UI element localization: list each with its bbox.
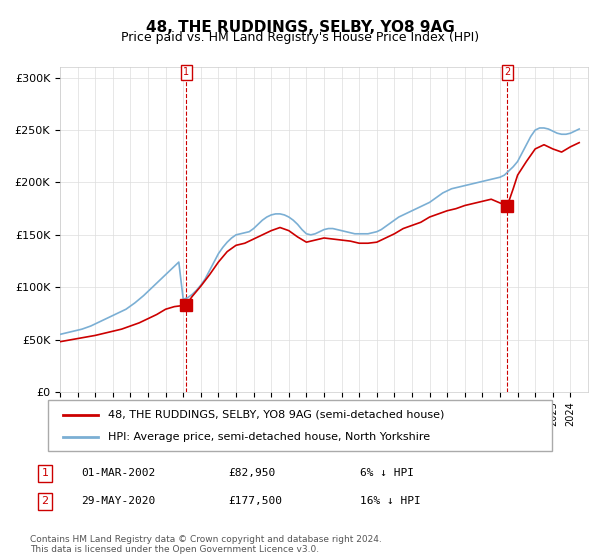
Text: £177,500: £177,500 — [228, 496, 282, 506]
Text: 48, THE RUDDINGS, SELBY, YO8 9AG (semi-detached house): 48, THE RUDDINGS, SELBY, YO8 9AG (semi-d… — [109, 409, 445, 419]
FancyBboxPatch shape — [48, 400, 552, 451]
Text: 48, THE RUDDINGS, SELBY, YO8 9AG: 48, THE RUDDINGS, SELBY, YO8 9AG — [146, 20, 454, 35]
Text: £82,950: £82,950 — [228, 468, 275, 478]
Text: 16% ↓ HPI: 16% ↓ HPI — [360, 496, 421, 506]
Text: 6% ↓ HPI: 6% ↓ HPI — [360, 468, 414, 478]
Text: HPI: Average price, semi-detached house, North Yorkshire: HPI: Average price, semi-detached house,… — [109, 432, 431, 442]
Text: Contains HM Land Registry data © Crown copyright and database right 2024.
This d: Contains HM Land Registry data © Crown c… — [30, 535, 382, 554]
Text: 29-MAY-2020: 29-MAY-2020 — [81, 496, 155, 506]
Text: 01-MAR-2002: 01-MAR-2002 — [81, 468, 155, 478]
Text: 2: 2 — [41, 496, 49, 506]
Text: Price paid vs. HM Land Registry's House Price Index (HPI): Price paid vs. HM Land Registry's House … — [121, 31, 479, 44]
Text: 1: 1 — [183, 67, 189, 77]
Text: 1: 1 — [41, 468, 49, 478]
Text: 2: 2 — [504, 67, 511, 77]
